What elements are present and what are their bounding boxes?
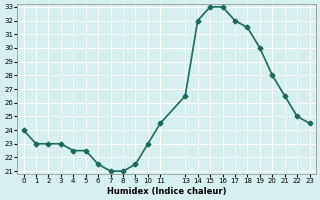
X-axis label: Humidex (Indice chaleur): Humidex (Indice chaleur) (107, 187, 226, 196)
